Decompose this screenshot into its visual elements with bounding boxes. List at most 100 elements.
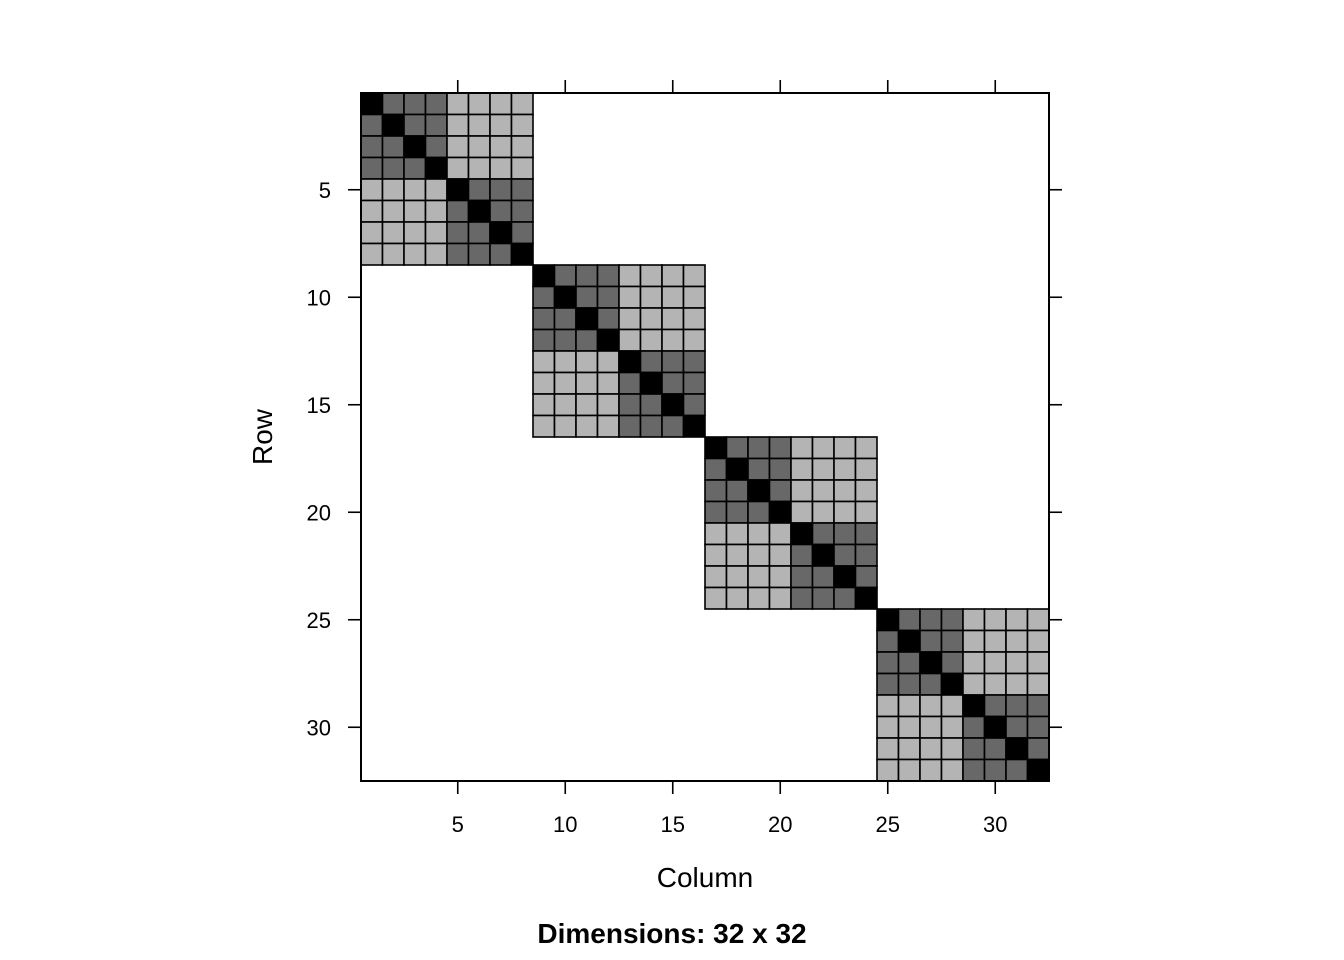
matrix-cell	[661, 393, 685, 417]
matrix-cell	[661, 307, 685, 331]
matrix-cell	[1026, 629, 1050, 653]
matrix-cell	[1026, 651, 1050, 675]
matrix-cell	[983, 629, 1007, 653]
x-tick-label: 5	[452, 812, 464, 837]
matrix-cell	[1026, 694, 1050, 718]
matrix-cell	[747, 522, 771, 546]
matrix-cell	[811, 500, 835, 524]
matrix-cell	[725, 543, 749, 567]
matrix-cell	[682, 328, 706, 352]
matrix-cell	[446, 156, 470, 180]
matrix-cell	[919, 694, 943, 718]
matrix-cell	[553, 350, 577, 374]
matrix-cell	[983, 715, 1007, 739]
matrix-cell	[704, 500, 728, 524]
matrix-cell	[381, 178, 405, 202]
matrix-cell	[661, 264, 685, 288]
matrix-cell	[725, 586, 749, 610]
matrix-cell	[553, 285, 577, 309]
matrix-cell	[833, 457, 857, 481]
matrix-cell	[940, 737, 964, 761]
matrix-cell	[768, 522, 792, 546]
matrix-cell	[704, 436, 728, 460]
matrix-cell	[553, 307, 577, 331]
matrix-cell	[596, 328, 620, 352]
matrix-cell	[618, 285, 642, 309]
matrix-cell	[897, 758, 921, 782]
matrix-cell	[532, 371, 556, 395]
matrix-cell	[811, 522, 835, 546]
matrix-cell	[467, 92, 491, 116]
matrix-cell	[940, 758, 964, 782]
matrix-cell	[467, 199, 491, 223]
matrix-cell	[532, 264, 556, 288]
matrix-cell	[876, 737, 900, 761]
matrix-cell	[854, 586, 878, 610]
matrix-cell	[1026, 715, 1050, 739]
matrix-cell	[962, 608, 986, 632]
matrix-cell	[704, 565, 728, 589]
matrix-cell	[854, 543, 878, 567]
matrix-cell	[747, 565, 771, 589]
matrix-cell	[489, 92, 513, 116]
matrix-cell	[618, 307, 642, 331]
matrix-cell	[446, 199, 470, 223]
matrix-cell	[768, 543, 792, 567]
matrix-cell	[489, 178, 513, 202]
matrix-cell	[467, 242, 491, 266]
matrix-cell	[446, 221, 470, 245]
matrix-cell	[532, 285, 556, 309]
matrix-cell	[854, 522, 878, 546]
matrix-cell	[983, 608, 1007, 632]
matrix-cell	[489, 135, 513, 159]
matrix-cell	[1026, 608, 1050, 632]
matrix-cell	[854, 565, 878, 589]
matrix-cell	[725, 565, 749, 589]
matrix-cell	[962, 651, 986, 675]
matrix-cell	[510, 178, 534, 202]
y-tick-label: 15	[307, 393, 331, 418]
matrix-cell	[403, 135, 427, 159]
matrix-cell	[639, 328, 663, 352]
matrix-cell	[553, 328, 577, 352]
matrix-cell	[962, 694, 986, 718]
matrix-cell	[510, 113, 534, 137]
matrix-cell	[489, 199, 513, 223]
matrix-cell	[747, 500, 771, 524]
matrix-cell	[639, 414, 663, 438]
matrix-cell	[510, 199, 534, 223]
matrix-cell	[704, 457, 728, 481]
matrix-cell	[919, 629, 943, 653]
matrix-cell	[532, 414, 556, 438]
matrix-cell	[424, 242, 448, 266]
matrix-cell	[704, 543, 728, 567]
matrix-cell	[532, 328, 556, 352]
matrix-cell	[575, 328, 599, 352]
matrix-cell	[381, 113, 405, 137]
matrix-cell	[596, 307, 620, 331]
matrix-cell	[833, 479, 857, 503]
matrix-cell	[381, 242, 405, 266]
matrix-cell	[489, 156, 513, 180]
matrix-cell	[1005, 715, 1029, 739]
matrix-cell	[1005, 629, 1029, 653]
matrix-cell	[618, 414, 642, 438]
matrix-cell	[983, 737, 1007, 761]
y-axis-label: Row	[247, 408, 278, 465]
matrix-cell	[661, 414, 685, 438]
matrix-cell	[962, 672, 986, 696]
matrix-cell	[876, 694, 900, 718]
matrix-cell	[919, 758, 943, 782]
matrix-cell	[747, 479, 771, 503]
matrix-cell	[682, 371, 706, 395]
matrix-cell	[553, 371, 577, 395]
matrix-cell	[596, 285, 620, 309]
matrix-cell	[682, 393, 706, 417]
matrix-cell	[897, 715, 921, 739]
matrix-cell	[983, 694, 1007, 718]
matrix-cell	[854, 479, 878, 503]
matrix-cell	[1005, 737, 1029, 761]
matrix-cell	[790, 457, 814, 481]
matrix-cell	[467, 156, 491, 180]
